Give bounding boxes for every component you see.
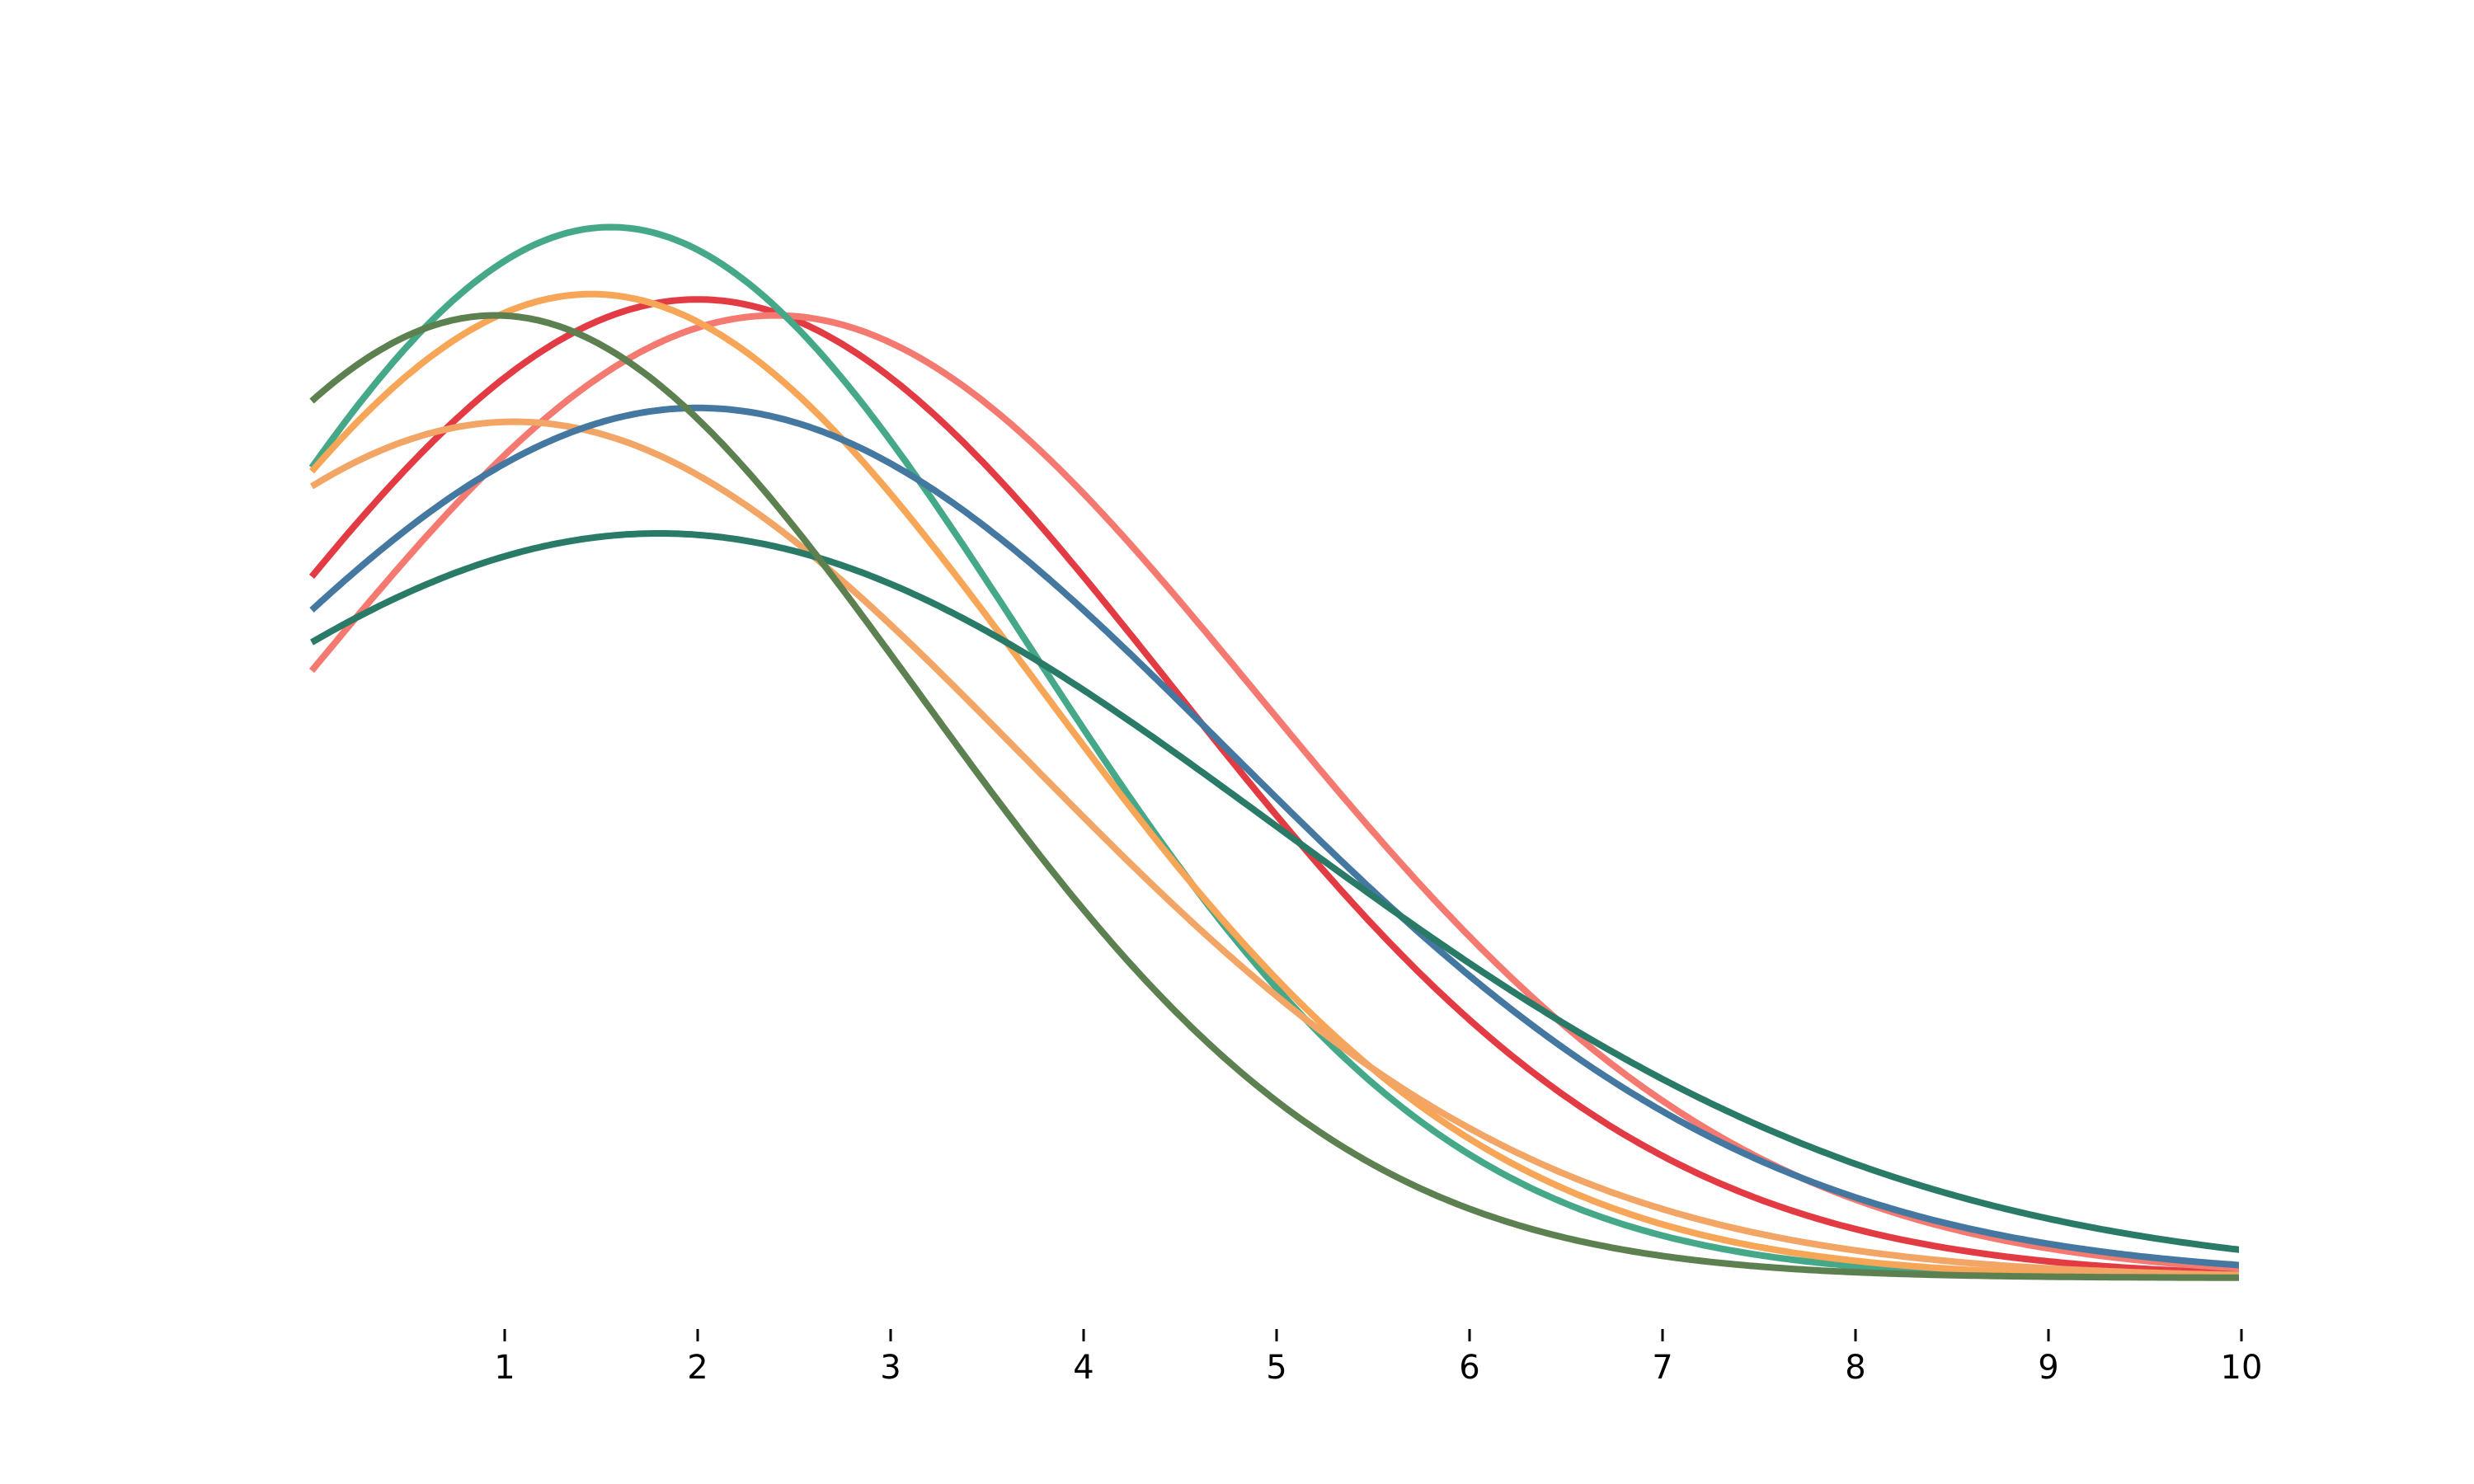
series-line-7 bbox=[310, 530, 2239, 1253]
x-tick-label: 1 bbox=[494, 1349, 515, 1387]
series-lines bbox=[309, 223, 2239, 1281]
x-tick-label: 9 bbox=[2038, 1349, 2058, 1387]
series-line-4 bbox=[309, 290, 2239, 1280]
x-tick-label: 3 bbox=[880, 1349, 901, 1387]
x-tick-label: 4 bbox=[1073, 1349, 1094, 1387]
x-tick-label: 8 bbox=[1845, 1349, 1865, 1387]
x-tick-label: 10 bbox=[2221, 1349, 2263, 1387]
x-axis: 1 2 3 4 5 6 7 8 9 10 bbox=[494, 1329, 2262, 1387]
series-line-1 bbox=[309, 296, 2239, 1277]
x-tick-label: 2 bbox=[687, 1349, 708, 1387]
x-tick-label: 7 bbox=[1652, 1349, 1672, 1387]
series-line-8 bbox=[309, 312, 2239, 1281]
series-line-3 bbox=[309, 223, 2239, 1281]
series-line-5 bbox=[309, 418, 2239, 1279]
x-tick-label: 6 bbox=[1459, 1349, 1479, 1387]
x-tick-label: 5 bbox=[1266, 1349, 1286, 1387]
series-line-6 bbox=[309, 404, 2239, 1269]
series-line-2 bbox=[309, 312, 2239, 1272]
